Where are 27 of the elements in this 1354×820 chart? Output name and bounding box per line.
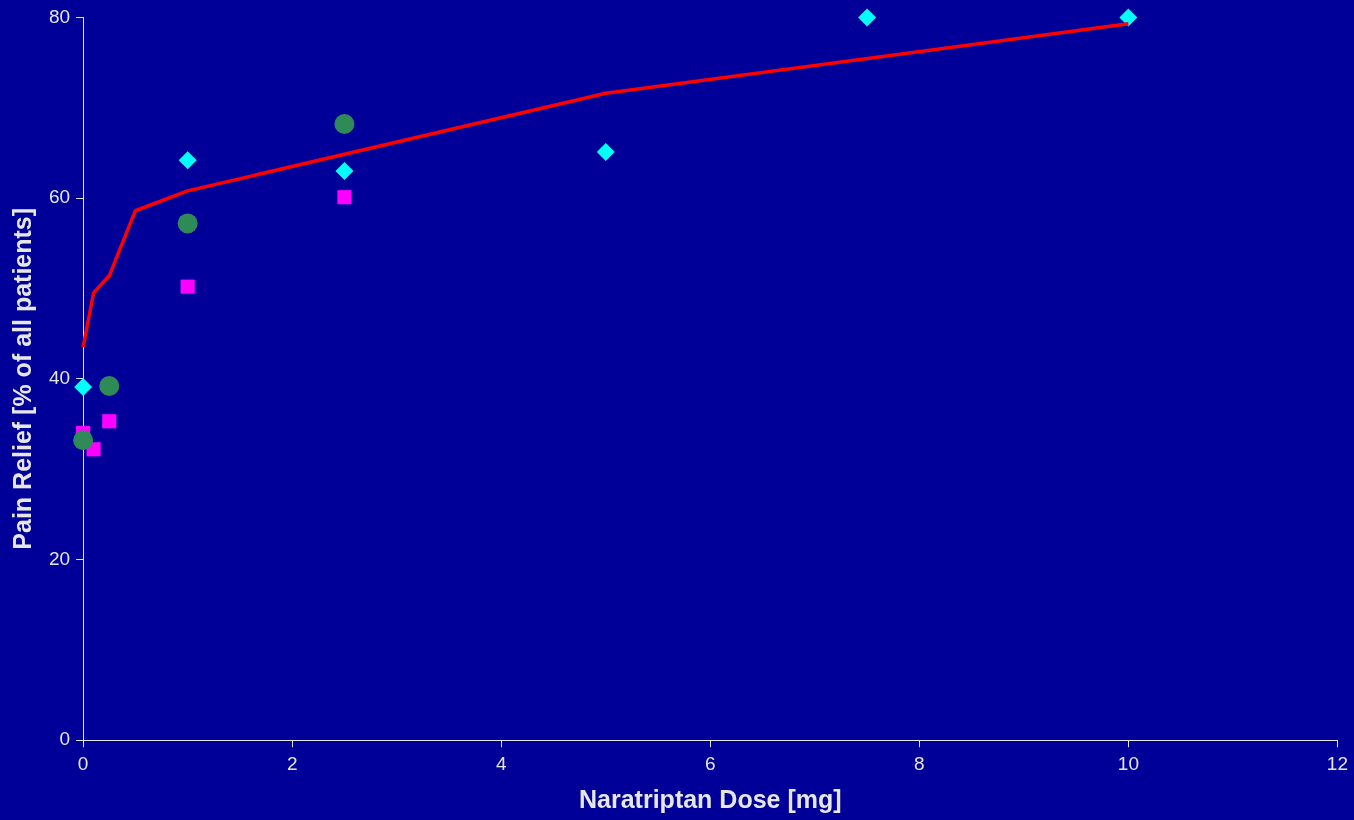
x-tick-label: 12: [1326, 752, 1348, 774]
x-tick-label: 8: [914, 752, 925, 774]
point: [596, 143, 615, 162]
x-tick-label: 2: [286, 752, 298, 774]
point: [177, 213, 198, 234]
y-axis-title: Pain Relief [% of all patients]: [7, 207, 36, 550]
x-tick-label: 0: [77, 752, 89, 774]
x-tick-label: 6: [704, 752, 716, 774]
point: [858, 8, 877, 27]
y-tick-label: 0: [59, 728, 71, 750]
y-tick-label: 40: [48, 367, 71, 389]
x-tick-label: 10: [1117, 752, 1139, 774]
point: [74, 377, 93, 396]
point: [99, 376, 120, 397]
point: [1119, 8, 1138, 27]
point: [178, 151, 197, 170]
point: [335, 162, 354, 180]
y-tick-label: 60: [48, 186, 71, 208]
x-axis-title: Naratriptan Dose [mg]: [579, 784, 842, 813]
x-tick-label: 4: [495, 752, 507, 774]
y-tick-label: 80: [48, 5, 71, 27]
point: [337, 190, 352, 205]
point: [334, 114, 355, 135]
point: [73, 430, 94, 451]
point: [180, 279, 195, 294]
y-tick-label: 20: [48, 547, 71, 569]
point: [102, 414, 117, 429]
